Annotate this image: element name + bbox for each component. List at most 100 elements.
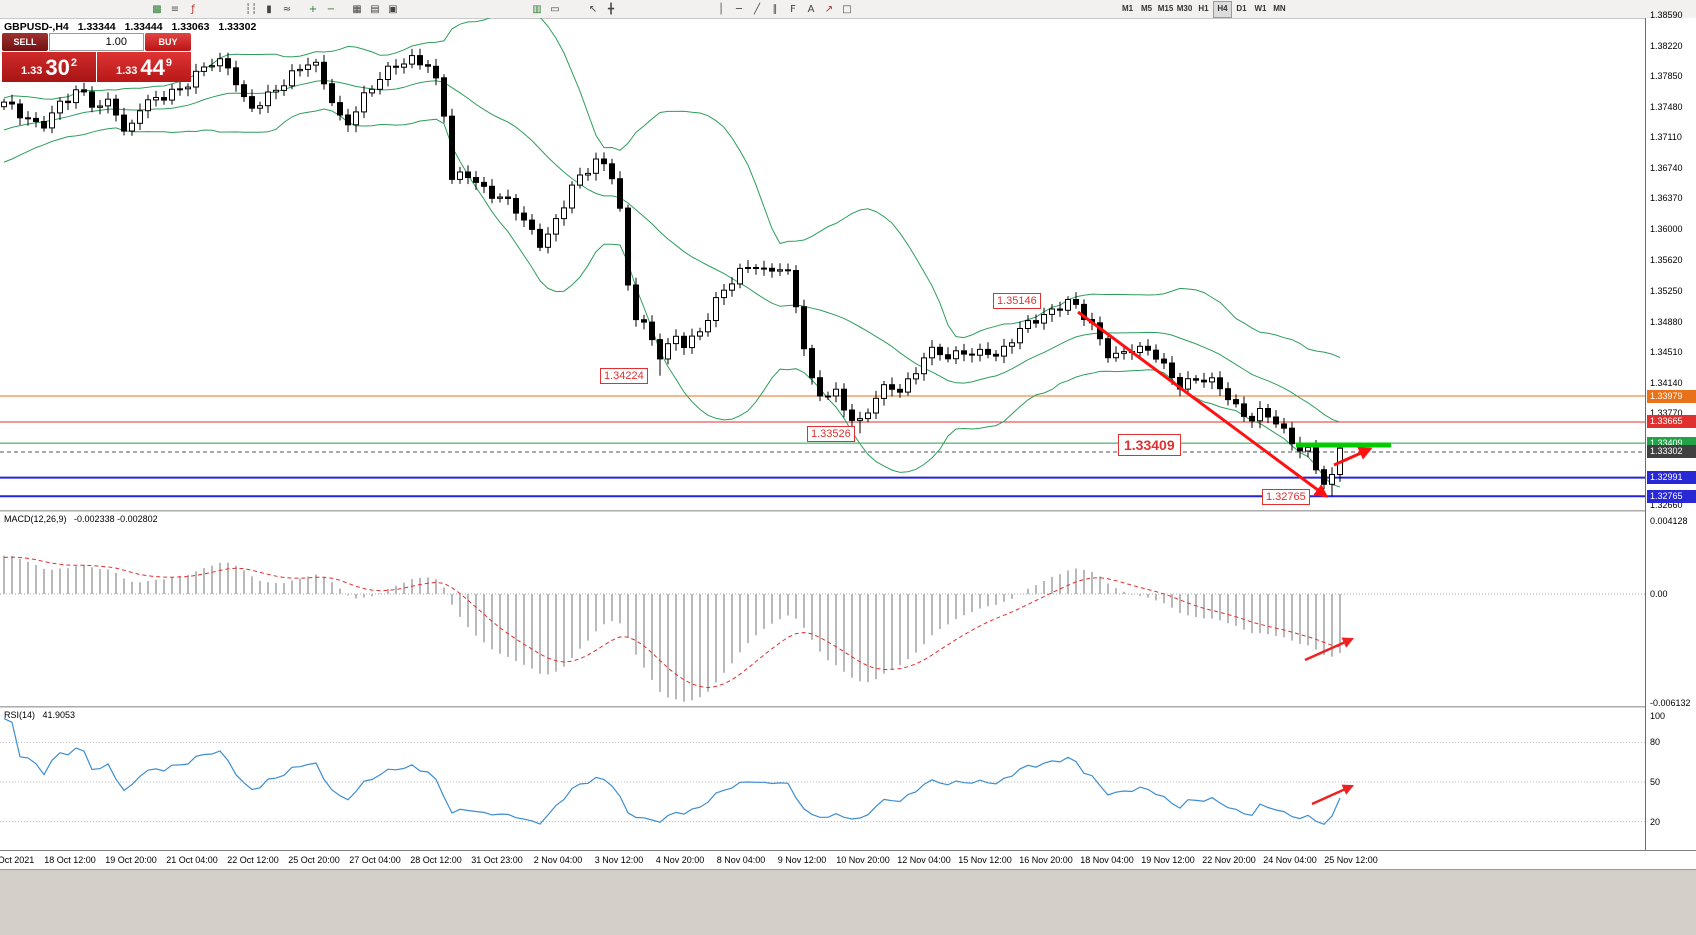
candles-layer	[1, 48, 1343, 497]
toolbar-group-timeframes: M1 M5 M15 M30 H1 H4 D1 W1 MN	[1116, 0, 1291, 18]
macd-up-arrow[interactable]	[1304, 637, 1355, 662]
tf-m15[interactable]: M15	[1157, 3, 1174, 13]
market-watch-icon[interactable]: ▥	[532, 3, 542, 15]
buy-quote[interactable]: 1.33 44 9	[97, 52, 191, 82]
price-callout[interactable]: 1.35146	[993, 293, 1041, 309]
time-axis-label: 18 Oct 12:00	[44, 855, 96, 865]
time-axis-label: 2 Nov 04:00	[533, 855, 583, 865]
price-axis-label: 1.33770	[1650, 408, 1683, 419]
tf-d1[interactable]: D1	[1236, 3, 1247, 13]
price-tag: 1.33979	[1647, 389, 1696, 403]
time-axis[interactable]: Oct 2021 18 Oct 12:00 19 Oct 20:00 21 Oct 0…	[0, 850, 1696, 870]
toolbar-groups: ▩ ≡ ƒ ┆┆ ▮ ≈ + − ▦ ▤ ▣ ▥ ▭ ↖ ╋ │ ─ ╱ ∥ F A ↗ □ M1 M5 M15 M30 H1 H4 D1…	[0, 0, 1291, 18]
shapes-icon[interactable]: □	[842, 3, 852, 15]
time-axis-label: 28 Oct 12:00	[410, 855, 462, 865]
line-chart-icon[interactable]: ≈	[282, 3, 292, 15]
terminal-icon[interactable]: ▭	[550, 3, 560, 15]
main-toolbar: ▩ ≡ ƒ ┆┆ ▮ ≈ + − ▦ ▤ ▣ ▥ ▭ ↖ ╋ │ ─ ╱ ∥ F A ↗ □ M1 M5 M15 M30 H1 H4 D1…	[0, 0, 1696, 19]
crosshair-icon[interactable]: ╋	[607, 3, 615, 15]
time-axis-label: 19 Nov 12:00	[1141, 855, 1195, 865]
time-axis-label: 22 Oct 12:00	[227, 855, 279, 865]
tf-m30[interactable]: M30	[1176, 3, 1193, 13]
price-axis[interactable]: 1.38590 1.38220 1.37850 1.37480 1.37110 1.367…	[1645, 10, 1696, 850]
rsi-value: 41.9053	[42, 710, 76, 720]
horizontal-levels	[0, 395, 1645, 498]
macd-axis-label: 0.004128	[1650, 516, 1688, 526]
time-axis-label: 25 Nov 12:00	[1324, 855, 1378, 865]
ohlc-open: 1.33344	[77, 21, 116, 33]
buy-price-pips: 44	[140, 55, 165, 80]
panel-separator[interactable]	[0, 510, 1696, 512]
sell-price-pips: 30	[45, 55, 70, 80]
bollinger-bands	[3, 18, 1341, 488]
macd-panel[interactable]	[0, 512, 1645, 706]
time-axis-label: 21 Oct 04:00	[166, 855, 218, 865]
time-axis-label: 25 Oct 20:00	[288, 855, 340, 865]
price-axis-label: 1.38590	[1650, 10, 1683, 20]
cursor-icon[interactable]: ↖	[588, 3, 598, 15]
price-callout[interactable]: 1.33526	[807, 426, 855, 442]
horizontal-line-icon[interactable]: ─	[735, 3, 743, 15]
chart-ohlc-header: GBPUSD-,H4 1.33344 1.33444 1.33063 1.333…	[4, 21, 262, 33]
rsi-axis-label: 80	[1650, 737, 1661, 748]
price-axis-label: 1.32660	[1650, 500, 1683, 510]
toolbar-group-zoom: + −	[302, 0, 342, 18]
price-tag: 1.33302	[1647, 445, 1696, 459]
buy-button[interactable]: BUY	[145, 33, 191, 51]
bar-chart-icon[interactable]: ┆┆	[244, 3, 258, 15]
tf-mn[interactable]: MN	[1273, 3, 1286, 13]
bounce-arrow[interactable]	[1333, 447, 1373, 467]
panel-separator[interactable]	[0, 706, 1696, 708]
indicators-icon[interactable]: ƒ	[191, 3, 195, 15]
tf-h1[interactable]: H1	[1198, 3, 1209, 13]
tf-m5[interactable]: M5	[1140, 3, 1153, 13]
zoom-out-icon[interactable]: −	[326, 3, 336, 15]
price-callout[interactable]: 1.33409	[1118, 434, 1181, 456]
profiles-icon[interactable]: ≡	[170, 3, 180, 15]
time-axis-label: 31 Oct 23:00	[471, 855, 523, 865]
rsi-name: RSI(14)	[4, 710, 36, 720]
buy-price-point: 9	[165, 57, 173, 69]
price-axis-label: 1.37480	[1650, 101, 1683, 112]
tf-m1[interactable]: M1	[1121, 3, 1134, 13]
price-axis-label: 1.35620	[1650, 255, 1683, 266]
macd-histogram	[3, 555, 1341, 702]
price-chart-panel[interactable]	[0, 18, 1645, 510]
arrow-object-icon[interactable]: ↗	[824, 3, 834, 15]
price-tag: 1.33665	[1647, 415, 1696, 429]
volume-input[interactable]: 1.00	[49, 33, 144, 51]
time-axis-label: 3 Nov 12:00	[594, 855, 644, 865]
rsi-axis-label: 100	[1650, 711, 1666, 721]
macd-axis-label: 0.00	[1650, 589, 1668, 599]
toolbar-group-chart-types: ┆┆ ▮ ≈	[240, 0, 298, 18]
rsi-up-arrow[interactable]	[1311, 784, 1355, 806]
rsi-panel[interactable]	[0, 708, 1645, 850]
price-callout[interactable]: 1.34224	[600, 368, 648, 384]
trendline-icon[interactable]: ╱	[753, 3, 761, 15]
zoom-in-icon[interactable]: +	[308, 3, 318, 15]
tf-w1[interactable]: W1	[1254, 3, 1267, 13]
arrange-windows-icon[interactable]: ▣	[388, 3, 398, 15]
text-label-icon[interactable]: A	[807, 3, 815, 15]
downtrend-arrow[interactable]	[1077, 310, 1329, 498]
time-axis-label: 24 Nov 04:00	[1263, 855, 1317, 865]
time-axis-label: 27 Oct 04:00	[349, 855, 401, 865]
new-chart-icon[interactable]: ▩	[152, 3, 162, 15]
buy-price-major: 1.33	[115, 65, 138, 77]
tile-windows-icon[interactable]: ▦	[352, 3, 362, 15]
candlestick-chart-icon[interactable]: ▮	[266, 3, 272, 15]
fibonacci-icon[interactable]: F	[790, 3, 796, 15]
vertical-line-icon[interactable]: │	[717, 3, 725, 15]
time-axis-label: 19 Oct 20:00	[105, 855, 157, 865]
sell-quote[interactable]: 1.33 30 2	[2, 52, 96, 82]
channel-icon[interactable]: ∥	[772, 3, 778, 15]
symbol-period-label: GBPUSD-,H4	[4, 21, 69, 33]
price-axis-label: 1.36000	[1650, 224, 1683, 234]
price-callout[interactable]: 1.32765	[1262, 489, 1310, 505]
tf-h4[interactable]: H4	[1213, 0, 1232, 18]
sell-button[interactable]: SELL	[2, 33, 48, 51]
cascade-windows-icon[interactable]: ▤	[370, 3, 380, 15]
price-axis-label: 1.37110	[1650, 132, 1682, 143]
time-axis-label: 12 Nov 04:00	[897, 855, 951, 865]
window-bottom-strip	[0, 869, 1696, 935]
